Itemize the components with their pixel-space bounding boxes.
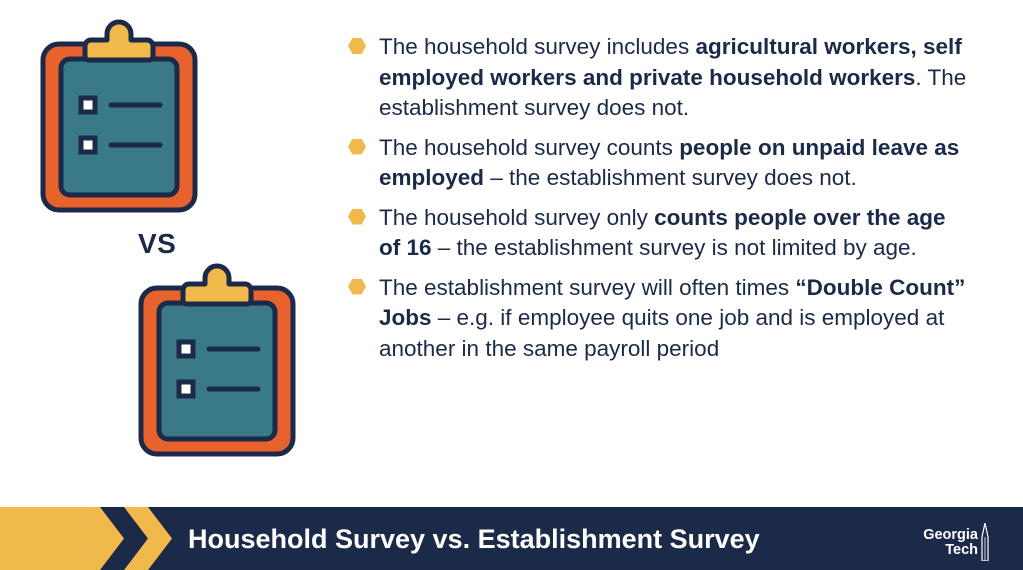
logo-text-georgia: Georgia [923,527,978,543]
hexagon-bullet-icon [348,278,366,295]
bullet-item: The household survey includes agricultur… [348,32,968,124]
footer-banner: Household Survey vs. Establishment Surve… [0,507,1023,570]
bullet-text: The establishment survey will often time… [379,274,966,361]
tower-spire-icon [981,523,989,561]
hexagon-bullet-icon [348,38,366,54]
bullet-text: The household survey counts people on un… [379,134,960,191]
chevron-decoration-icon [0,507,172,570]
bullet-item: The household survey counts people on un… [348,133,968,194]
bullet-text: The household survey only counts people … [379,204,946,261]
bullet-text: The household survey includes agricultur… [379,34,967,120]
bullet-item: The establishment survey will often time… [348,273,968,365]
georgia-tech-logo: Georgia Tech [900,521,1000,561]
hexagon-bullet-icon [348,208,366,225]
footer-title: Household Survey vs. Establishment Surve… [188,524,760,554]
hexagon-bullet-icon [348,138,366,155]
versus-label: VS [138,228,177,259]
bullet-item: The household survey only counts people … [348,203,968,264]
clipboard-icon [40,18,198,214]
clipboard-icon [138,262,296,458]
logo-text-tech: Tech [945,542,978,558]
comparison-bullet-list: The household survey includes agricultur… [348,32,968,373]
